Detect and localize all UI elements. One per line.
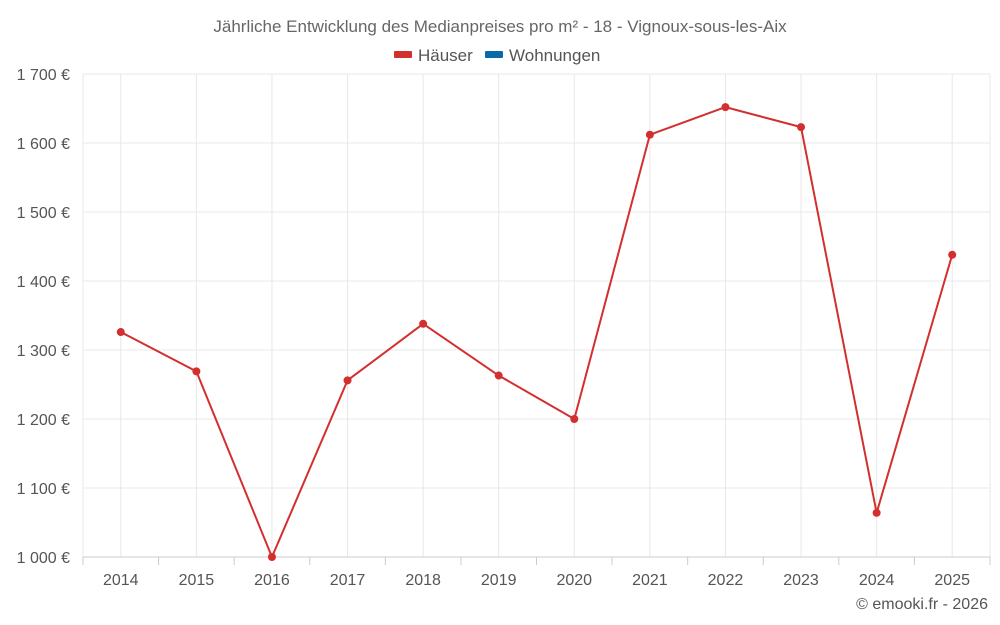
y-tick-label: 1 000 € (17, 550, 70, 567)
y-tick-label: 1 500 € (17, 205, 70, 222)
legend-label-houses: Häuser (418, 46, 473, 65)
data-point-houses[interactable] (645, 130, 654, 139)
x-axis-ticks: 2014 2015 2016 2017 2018 2019 2020 2021 2022 2023… (103, 572, 970, 589)
x-tick-label: 2024 (859, 572, 895, 589)
y-tick-label: 1 600 € (17, 136, 70, 153)
series-houses (116, 103, 957, 561)
data-point-houses[interactable] (267, 553, 276, 561)
x-tick-label: 2020 (556, 572, 592, 589)
x-tick-label: 2021 (632, 572, 668, 589)
chart-title: Jährliche Entwicklung des Medianpreises … (213, 17, 787, 36)
x-tick-label: 2019 (481, 572, 517, 589)
series-line-houses (120, 106, 954, 558)
y-tick-label: 1 700 € (17, 67, 70, 84)
x-tick-label: 2025 (934, 572, 970, 589)
legend-label-apartments: Wohnungen (509, 46, 600, 65)
legend-item-apartments[interactable]: Wohnungen (485, 46, 600, 65)
legend-swatch-houses (394, 51, 412, 58)
y-tick-label: 1 100 € (17, 481, 70, 498)
data-point-houses[interactable] (192, 367, 201, 376)
x-tick-label: 2018 (405, 572, 441, 589)
legend: Häuser Wohnungen (394, 46, 600, 65)
x-tick-label: 2023 (783, 572, 819, 589)
x-tick-label: 2014 (103, 572, 139, 589)
legend-item-houses[interactable]: Häuser (394, 46, 473, 65)
data-point-houses[interactable] (948, 250, 957, 259)
data-point-houses[interactable] (419, 319, 428, 328)
x-tick-label: 2022 (708, 572, 744, 589)
data-point-houses[interactable] (872, 508, 881, 517)
credit-text: © emooki.fr - 2026 (856, 596, 988, 613)
y-tick-label: 1 300 € (17, 343, 70, 360)
y-tick-label: 1 200 € (17, 412, 70, 429)
data-point-houses[interactable] (570, 415, 579, 423)
axes (82, 556, 991, 565)
y-axis-ticks: 1 000 € 1 100 € 1 200 € 1 300 € 1 400 € 1 500… (17, 67, 70, 567)
legend-swatch-apartments (485, 51, 503, 58)
data-point-houses[interactable] (494, 371, 503, 380)
data-point-houses[interactable] (343, 376, 352, 385)
data-point-houses[interactable] (797, 123, 806, 132)
x-tick-label: 2015 (179, 572, 215, 589)
x-tick-label: 2016 (254, 572, 290, 589)
data-point-houses[interactable] (116, 328, 125, 337)
grid (82, 73, 991, 557)
data-point-houses[interactable] (721, 103, 730, 112)
y-tick-label: 1 400 € (17, 274, 70, 291)
x-tick-label: 2017 (330, 572, 366, 589)
